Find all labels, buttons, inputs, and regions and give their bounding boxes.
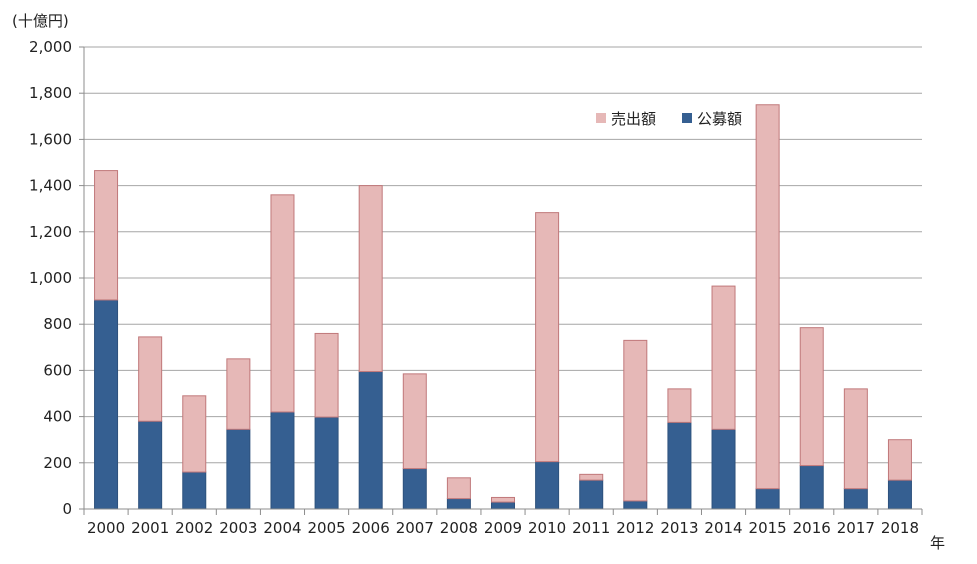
x-tick-label: 2018 [881, 519, 919, 537]
y-tick-label: 1,800 [29, 84, 72, 102]
bar-secondary-offering [579, 473, 604, 481]
x-tick-label: 2014 [704, 519, 742, 537]
bar-secondary-offering [358, 185, 383, 373]
x-tick-label: 2011 [572, 519, 610, 537]
bar-public-offering [667, 421, 692, 510]
x-tick-label: 2000 [87, 519, 125, 537]
bar-secondary-offering [270, 194, 295, 413]
bar-secondary-offering [623, 339, 648, 502]
y-tick-label: 1,400 [29, 177, 72, 195]
bar-secondary-offering [446, 477, 471, 500]
y-tick-label: 1,200 [29, 223, 72, 241]
x-tick-label: 2006 [352, 519, 390, 537]
y-tick-label: 1,600 [29, 130, 72, 148]
bar-secondary-offering [402, 373, 427, 470]
bar-public-offering [402, 468, 427, 510]
bar-secondary-offering [667, 388, 692, 423]
legend-label: 売出額 [611, 110, 656, 128]
y-tick-label: 1,000 [29, 269, 72, 287]
bar-public-offering [182, 471, 207, 510]
bar-public-offering [314, 416, 339, 510]
bar-public-offering [799, 465, 824, 510]
bar-public-offering [535, 461, 560, 510]
y-tick-label: 0 [62, 500, 72, 518]
x-tick-label: 2012 [616, 519, 654, 537]
x-tick-label: 2017 [837, 519, 875, 537]
x-tick-label: 2016 [793, 519, 831, 537]
y-tick-labels: 0 200 400 600 800 1,000 1,200 1,400 1,600 1,800 2,… [29, 38, 72, 518]
x-tick-label: 2007 [396, 519, 434, 537]
bar-public-offering [446, 498, 471, 510]
bar-secondary-offering [182, 395, 207, 473]
bar-secondary-offering [138, 336, 163, 422]
bars [94, 104, 912, 510]
legend-label: 公募額 [697, 110, 742, 128]
bar-public-offering [887, 479, 912, 510]
legend-swatch [682, 113, 692, 123]
bar-secondary-offering [314, 332, 339, 418]
bar-public-offering [226, 428, 251, 510]
bar-secondary-offering [755, 104, 780, 490]
x-tick-label: 2008 [440, 519, 478, 537]
axes [79, 46, 923, 515]
bar-secondary-offering [226, 358, 251, 430]
bar-secondary-offering [94, 170, 119, 301]
y-tick-label: 800 [43, 315, 72, 333]
x-tick-label: 2013 [660, 519, 698, 537]
bar-public-offering [843, 488, 868, 510]
y-axis-unit-label: (十億円) [12, 12, 69, 30]
y-tick-label: 600 [43, 361, 72, 379]
bar-public-offering [358, 371, 383, 510]
x-axis-unit-label: 年 [930, 534, 945, 552]
bar-secondary-offering [799, 327, 824, 467]
gridlines [84, 46, 922, 464]
x-tick-label: 2002 [175, 519, 213, 537]
x-tick-label: 2001 [131, 519, 169, 537]
x-tick-label: 2009 [484, 519, 522, 537]
bar-public-offering [138, 420, 163, 510]
bar-secondary-offering [535, 212, 560, 463]
y-tick-label: 2,000 [29, 38, 72, 56]
legend: 売出額 公募額 [596, 110, 742, 128]
y-tick-label: 400 [43, 408, 72, 426]
bar-public-offering [711, 428, 736, 510]
bar-public-offering [755, 488, 780, 510]
x-tick-label: 2004 [263, 519, 301, 537]
legend-swatch [596, 113, 606, 123]
bar-public-offering [270, 411, 295, 510]
bar-secondary-offering [887, 439, 912, 481]
bar-public-offering [623, 500, 648, 510]
x-tick-label: 2010 [528, 519, 566, 537]
bar-public-offering [491, 501, 515, 510]
x-tick-label: 2015 [749, 519, 787, 537]
bar-secondary-offering [491, 496, 515, 503]
bar-public-offering [94, 299, 119, 510]
x-tick-label: 2003 [219, 519, 257, 537]
x-tick-label: 2005 [307, 519, 345, 537]
y-tick-label: 200 [43, 454, 72, 472]
bar-secondary-offering [711, 285, 736, 430]
x-tick-labels: 2000 2001 2002 2003 2004 2005 2006 2007 2008 2009… [87, 519, 919, 537]
bar-secondary-offering [843, 388, 868, 490]
bar-public-offering [579, 479, 604, 510]
